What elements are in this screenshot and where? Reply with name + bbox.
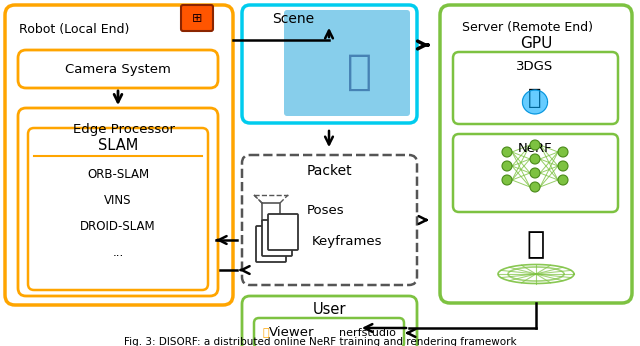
Circle shape: [530, 182, 540, 192]
Text: ORB-SLAM: ORB-SLAM: [87, 167, 149, 181]
Circle shape: [530, 154, 540, 164]
FancyBboxPatch shape: [453, 134, 618, 212]
Text: Keyframes: Keyframes: [312, 235, 383, 247]
Text: User: User: [312, 302, 346, 318]
Text: GPU: GPU: [520, 36, 552, 51]
FancyBboxPatch shape: [284, 10, 410, 116]
Polygon shape: [522, 90, 548, 114]
Text: 🚛: 🚛: [527, 230, 545, 260]
Circle shape: [558, 147, 568, 157]
FancyBboxPatch shape: [5, 5, 233, 305]
Circle shape: [502, 161, 512, 171]
FancyBboxPatch shape: [181, 5, 213, 31]
Text: 💎: 💎: [528, 88, 541, 108]
FancyBboxPatch shape: [242, 296, 417, 346]
Text: ...: ...: [113, 246, 124, 258]
Text: nerfstudio: nerfstudio: [339, 328, 396, 338]
Text: 3DGS: 3DGS: [516, 60, 554, 73]
Text: Server (Remote End): Server (Remote End): [462, 21, 593, 34]
Text: Robot (Local End): Robot (Local End): [19, 23, 129, 36]
Circle shape: [502, 175, 512, 185]
Text: ⊞: ⊞: [192, 11, 202, 25]
FancyBboxPatch shape: [28, 128, 208, 290]
FancyBboxPatch shape: [256, 226, 286, 262]
Circle shape: [558, 161, 568, 171]
Circle shape: [502, 147, 512, 157]
Text: Camera System: Camera System: [65, 63, 171, 75]
FancyBboxPatch shape: [182, 6, 206, 24]
Circle shape: [530, 140, 540, 150]
Text: DROID-SLAM: DROID-SLAM: [80, 219, 156, 233]
FancyBboxPatch shape: [268, 214, 298, 250]
FancyBboxPatch shape: [262, 220, 292, 256]
FancyBboxPatch shape: [18, 50, 218, 88]
FancyBboxPatch shape: [440, 5, 632, 303]
FancyBboxPatch shape: [18, 108, 218, 296]
FancyBboxPatch shape: [254, 318, 404, 346]
FancyBboxPatch shape: [242, 5, 417, 123]
Text: Scene: Scene: [272, 12, 314, 26]
FancyBboxPatch shape: [242, 155, 417, 285]
Text: Packet: Packet: [306, 164, 352, 178]
Text: 🔲: 🔲: [262, 328, 269, 338]
Circle shape: [530, 168, 540, 178]
Text: Edge Processor: Edge Processor: [73, 123, 175, 136]
Text: SLAM: SLAM: [98, 138, 138, 154]
FancyBboxPatch shape: [185, 9, 209, 27]
FancyBboxPatch shape: [453, 52, 618, 124]
Text: 🚚: 🚚: [346, 51, 371, 93]
Text: Viewer: Viewer: [269, 327, 315, 339]
Text: NeRF: NeRF: [518, 142, 552, 155]
Circle shape: [558, 175, 568, 185]
Text: VINS: VINS: [104, 193, 132, 207]
Text: Poses: Poses: [307, 204, 344, 218]
Text: Fig. 3: DISORF: a distributed online NeRF training and rendering framework: Fig. 3: DISORF: a distributed online NeR…: [124, 337, 516, 346]
FancyBboxPatch shape: [188, 12, 212, 30]
